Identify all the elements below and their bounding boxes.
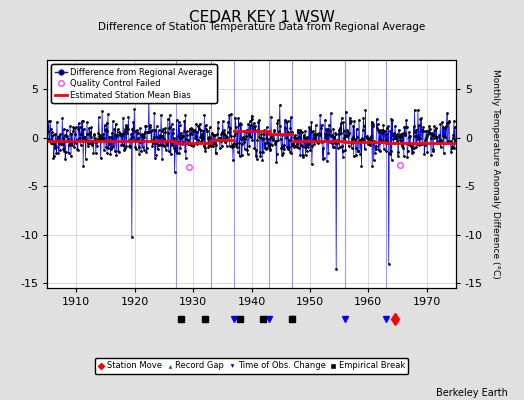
Text: Berkeley Earth: Berkeley Earth xyxy=(436,388,508,398)
Text: CEDAR KEY 1 WSW: CEDAR KEY 1 WSW xyxy=(189,10,335,25)
Text: Difference of Station Temperature Data from Regional Average: Difference of Station Temperature Data f… xyxy=(99,22,425,32)
Y-axis label: Monthly Temperature Anomaly Difference (°C): Monthly Temperature Anomaly Difference (… xyxy=(491,69,500,279)
Legend: Station Move, Record Gap, Time of Obs. Change, Empirical Break: Station Move, Record Gap, Time of Obs. C… xyxy=(95,358,408,374)
Legend: Difference from Regional Average, Quality Control Failed, Estimated Station Mean: Difference from Regional Average, Qualit… xyxy=(51,64,216,103)
